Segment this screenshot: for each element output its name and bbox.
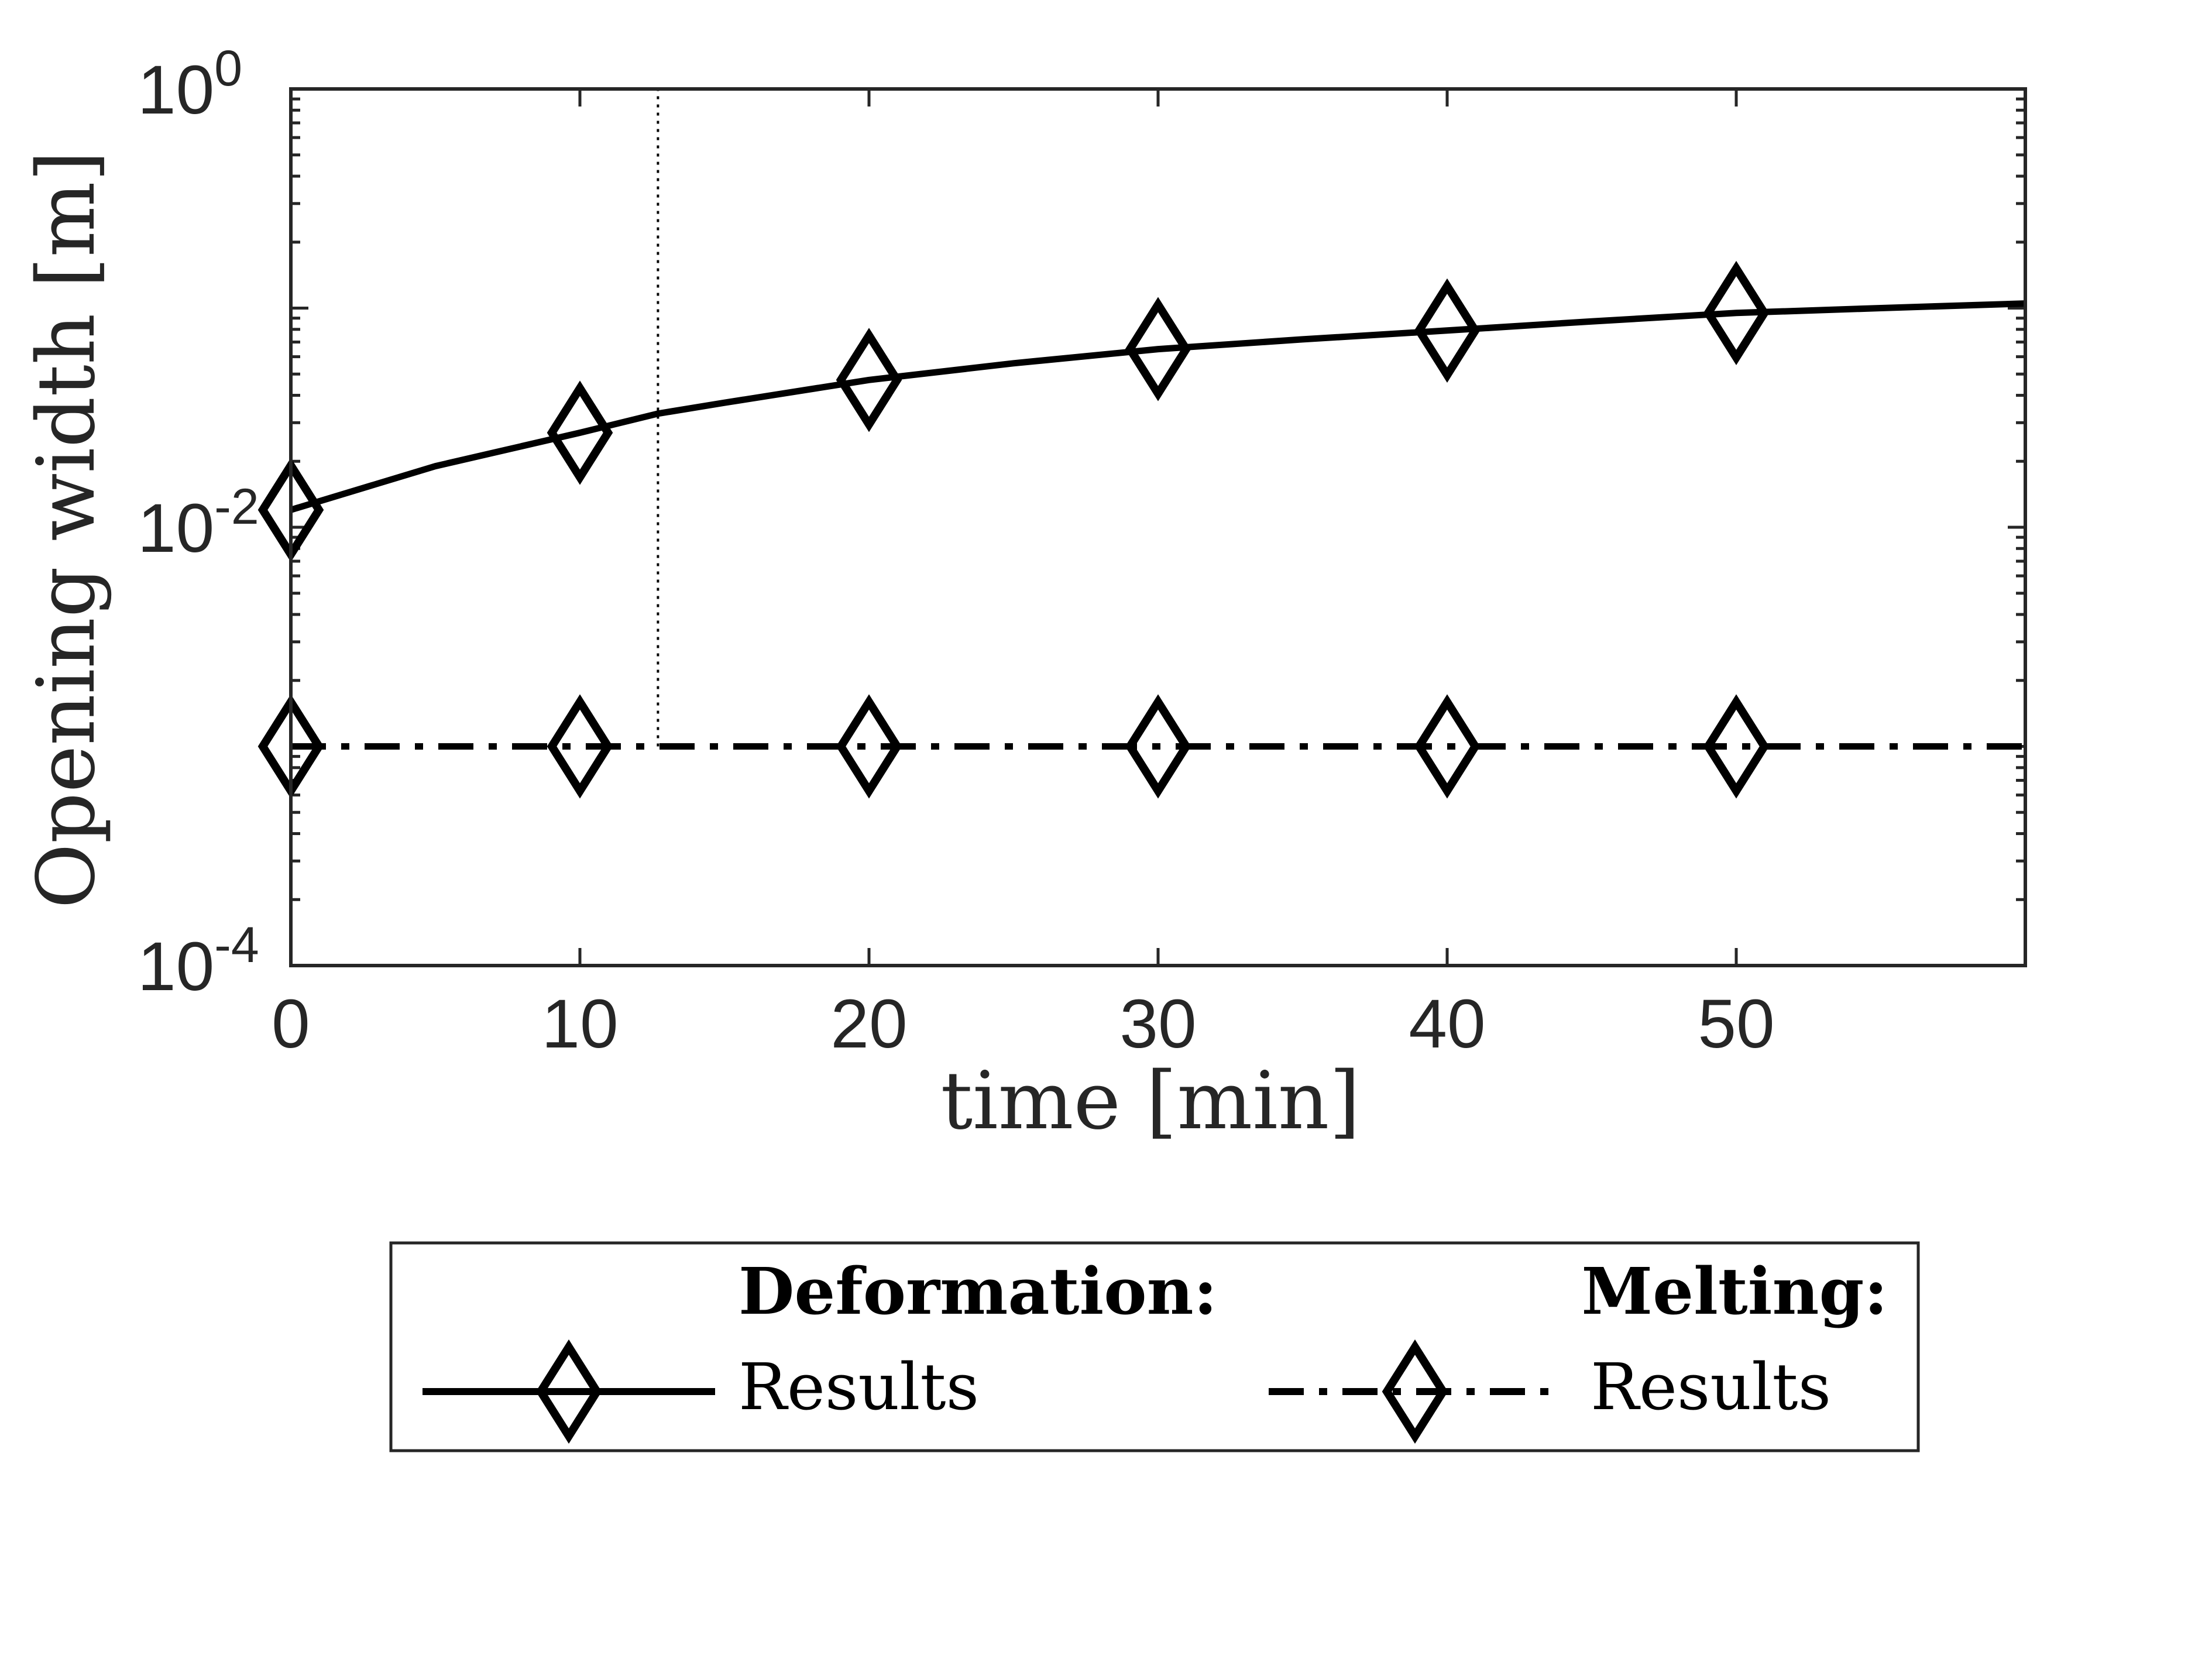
y-axis-label: Opening width [m]	[20, 150, 113, 909]
diamond-marker	[547, 694, 613, 799]
x-axis-label: time [min]	[941, 1055, 1361, 1148]
legend-sample-melting	[1269, 1339, 1561, 1444]
x-tick-label: 10	[541, 985, 618, 1063]
plot-area	[291, 89, 2025, 966]
legend-sample-deformation	[423, 1339, 715, 1444]
legend-label-deformation: Results	[739, 1349, 979, 1424]
x-tick-label: 20	[830, 985, 907, 1063]
legend-group-melting: Melting:	[1581, 1253, 1888, 1329]
y-tick-labels: 10-4 10-2 100	[138, 40, 259, 1005]
legend-diamond-marker	[1382, 1339, 1448, 1444]
y-tick-label: 10-2	[138, 479, 259, 567]
diamond-marker	[547, 380, 613, 485]
diamond-marker	[1703, 694, 1770, 799]
x-tick-label: 50	[1698, 985, 1774, 1063]
axes-box	[289, 87, 2027, 967]
diamond-marker	[1125, 694, 1191, 799]
x-tick-label: 40	[1409, 985, 1485, 1063]
x-tick-labels: 0 10 20 30 40 50	[272, 985, 1774, 1063]
diamond-marker	[1125, 297, 1191, 401]
legend-diamond-marker	[535, 1339, 602, 1444]
diamond-marker	[1414, 278, 1481, 383]
diamond-marker	[1703, 260, 1770, 365]
diamond-marker	[836, 328, 902, 432]
diamond-marker	[1414, 694, 1481, 799]
legend-label-melting: Results	[1591, 1349, 1831, 1424]
y-tick-label: 10-4	[138, 917, 259, 1005]
legend-box	[389, 1241, 1920, 1452]
legend-group-deformation: Deformation:	[739, 1253, 1217, 1329]
x-tick-label: 0	[272, 985, 310, 1063]
series-deformation	[257, 260, 2026, 562]
diamond-marker	[836, 694, 902, 799]
y-tick-label: 100	[138, 40, 242, 129]
legend: Deformation: Melting: Results Results	[389, 1241, 1920, 1452]
series-layer	[257, 260, 2026, 799]
x-tick-label: 30	[1119, 985, 1196, 1063]
